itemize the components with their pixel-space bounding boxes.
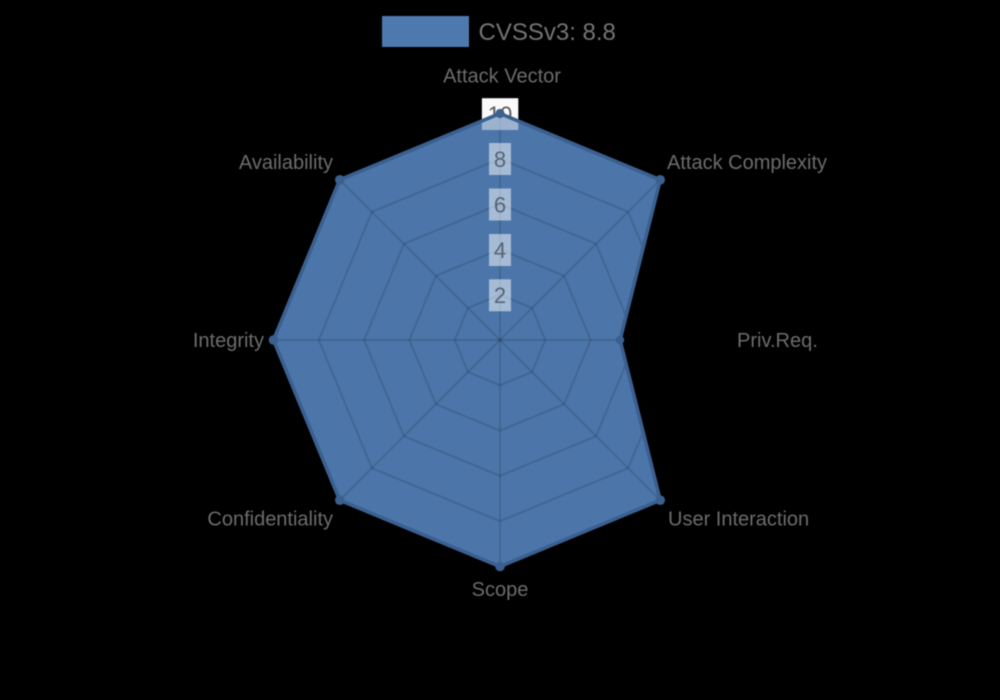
svg-text:Confidentiality: Confidentiality xyxy=(207,509,333,531)
svg-text:User Interaction: User Interaction xyxy=(668,509,809,531)
svg-text:2: 2 xyxy=(494,283,506,308)
svg-text:Priv.Req.: Priv.Req. xyxy=(737,330,818,352)
svg-text:Attack Complexity: Attack Complexity xyxy=(667,152,827,174)
svg-text:6: 6 xyxy=(494,192,506,217)
svg-text:Scope: Scope xyxy=(472,579,529,601)
svg-text:Attack Vector: Attack Vector xyxy=(443,66,561,88)
svg-text:4: 4 xyxy=(494,238,506,263)
svg-text:8: 8 xyxy=(494,147,506,172)
svg-text:CVSSv3: 8.8: CVSSv3: 8.8 xyxy=(479,19,616,46)
svg-text:Availability: Availability xyxy=(239,152,333,174)
svg-text:Integrity: Integrity xyxy=(193,330,264,352)
